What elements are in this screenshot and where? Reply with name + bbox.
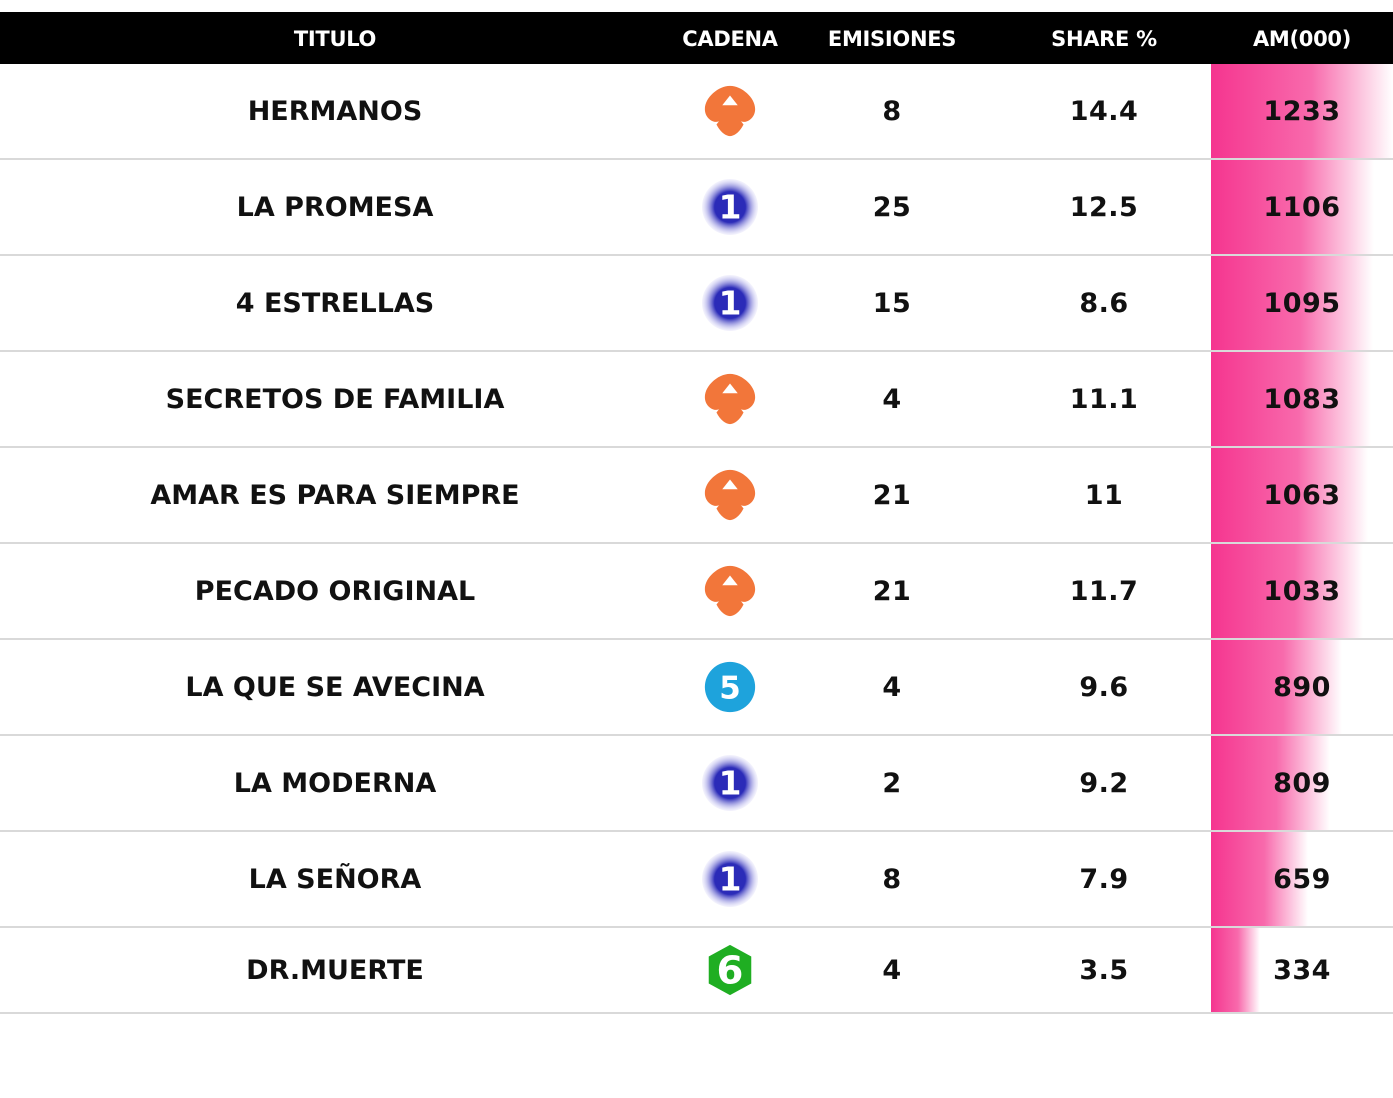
antena3-logo [704, 85, 756, 137]
antena3-logo [704, 373, 756, 425]
row-share: 3.5 [1079, 954, 1129, 986]
row-cadena: 1 [701, 832, 759, 926]
am-bar [1211, 928, 1260, 1012]
la1-logo: 1 [701, 754, 759, 812]
am-bar [1211, 448, 1368, 542]
row-title: LA SEÑORA [248, 863, 422, 895]
row-emisiones: 4 [882, 954, 902, 986]
header-titulo: TITULO [293, 27, 377, 51]
am-bar [1211, 64, 1393, 158]
row-am: 334 [1273, 954, 1331, 986]
telecinco-logo: 5 [704, 661, 756, 713]
row-cadena [701, 64, 759, 158]
row-share: 12.5 [1069, 191, 1139, 223]
row-am: 1233 [1263, 95, 1341, 127]
svg-text:5: 5 [719, 671, 741, 707]
row-cadena [701, 544, 759, 638]
am-bar [1211, 256, 1373, 350]
row-am: 1106 [1263, 191, 1341, 223]
row-am: 1063 [1263, 479, 1341, 511]
blank-footer-area [0, 1003, 1393, 1098]
lasexta-logo: 6 [708, 944, 752, 996]
row-title: SECRETOS DE FAMILIA [165, 383, 505, 415]
row-emisiones: 2 [882, 767, 902, 799]
row-cadena: 5 [701, 640, 759, 734]
table-row: LA QUE SE AVECINA 5 4 9.6 890 [0, 640, 1393, 736]
table-row: DR.MUERTE 6 4 3.5 334 [0, 928, 1393, 1014]
header-share: SHARE % [1051, 27, 1157, 51]
row-title: PECADO ORIGINAL [194, 575, 476, 607]
am-bar [1211, 352, 1371, 446]
row-cadena: 1 [701, 256, 759, 350]
row-title: 4 ESTRELLAS [235, 287, 435, 319]
table-body: HERMANOS 8 14.4 1233 LA PROMESA 1 25 12.5 1106 4 … [0, 64, 1393, 1014]
row-cadena [701, 352, 759, 446]
table-header: TITULO CADENA EMISIONES SHARE % AM(000) [0, 12, 1393, 64]
row-am: 809 [1273, 767, 1331, 799]
row-am: 890 [1273, 671, 1331, 703]
table-row: PECADO ORIGINAL 21 11.7 1033 [0, 544, 1393, 640]
header-emisiones: EMISIONES [827, 27, 957, 51]
table-row: AMAR ES PARA SIEMPRE 21 11 1063 [0, 448, 1393, 544]
row-cadena [701, 448, 759, 542]
row-emisiones: 8 [882, 95, 902, 127]
table-row: HERMANOS 8 14.4 1233 [0, 64, 1393, 160]
la1-logo: 1 [701, 178, 759, 236]
row-emisiones: 4 [882, 383, 902, 415]
table-row: LA MODERNA 1 2 9.2 809 [0, 736, 1393, 832]
row-share: 8.6 [1079, 287, 1129, 319]
svg-text:6: 6 [717, 949, 744, 994]
am-bar [1211, 544, 1363, 638]
svg-text:1: 1 [719, 188, 742, 227]
audience-table: TITULO CADENA EMISIONES SHARE % AM(000) … [0, 12, 1393, 1014]
row-cadena: 6 [701, 928, 759, 1012]
row-emisiones: 25 [872, 191, 912, 223]
am-bar [1211, 640, 1342, 734]
row-share: 11.1 [1069, 383, 1139, 415]
row-am: 659 [1273, 863, 1331, 895]
row-cadena: 1 [701, 160, 759, 254]
row-emisiones: 21 [872, 575, 912, 607]
table-row: LA SEÑORA 1 8 7.9 659 [0, 832, 1393, 928]
row-emisiones: 4 [882, 671, 902, 703]
row-am: 1033 [1263, 575, 1341, 607]
row-share: 14.4 [1069, 95, 1139, 127]
row-share: 11 [1084, 479, 1124, 511]
row-share: 9.2 [1079, 767, 1129, 799]
row-title: DR.MUERTE [246, 954, 424, 986]
svg-text:1: 1 [719, 860, 742, 899]
row-title: AMAR ES PARA SIEMPRE [150, 479, 520, 511]
am-bar [1211, 832, 1308, 926]
table-row: SECRETOS DE FAMILIA 4 11.1 1083 [0, 352, 1393, 448]
antena3-logo [704, 565, 756, 617]
row-title: LA QUE SE AVECINA [185, 671, 485, 703]
header-cadena: CADENA [682, 27, 778, 51]
table-row: 4 ESTRELLAS 1 15 8.6 1095 [0, 256, 1393, 352]
am-bar [1211, 160, 1374, 254]
am-bar [1211, 736, 1330, 830]
header-am: AM(000) [1252, 27, 1352, 51]
table-row: LA PROMESA 1 25 12.5 1106 [0, 160, 1393, 256]
row-emisiones: 8 [882, 863, 902, 895]
svg-text:1: 1 [719, 284, 742, 323]
antena3-logo [704, 469, 756, 521]
row-cadena: 1 [701, 736, 759, 830]
row-share: 11.7 [1069, 575, 1139, 607]
row-emisiones: 21 [872, 479, 912, 511]
row-am: 1083 [1263, 383, 1341, 415]
la1-logo: 1 [701, 274, 759, 332]
row-title: LA MODERNA [233, 767, 437, 799]
row-am: 1095 [1263, 287, 1341, 319]
la1-logo: 1 [701, 850, 759, 908]
svg-text:1: 1 [719, 764, 742, 803]
row-share: 7.9 [1079, 863, 1129, 895]
row-share: 9.6 [1079, 671, 1129, 703]
row-title: LA PROMESA [236, 191, 434, 223]
row-title: HERMANOS [247, 95, 423, 127]
row-emisiones: 15 [872, 287, 912, 319]
